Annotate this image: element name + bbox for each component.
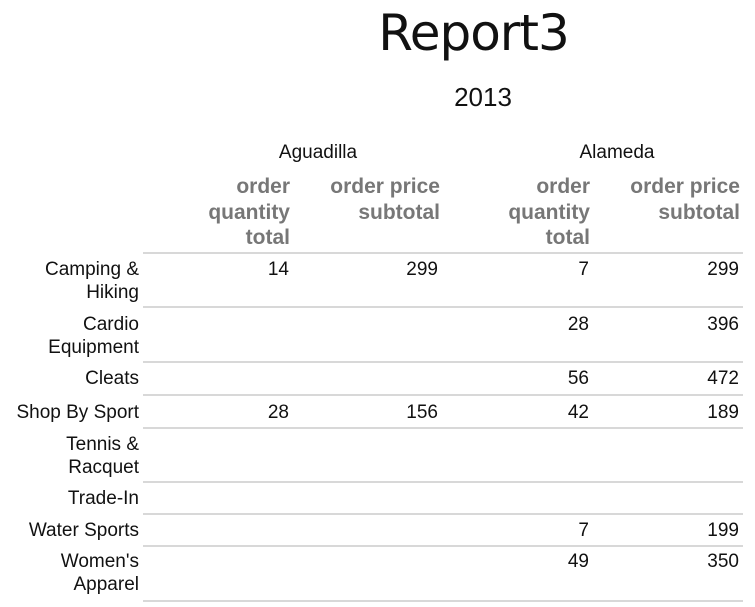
cell-aguadilla-order-quantity-total: 28 xyxy=(267,402,289,423)
row-label: Shop By Sport xyxy=(16,402,139,423)
cell-aguadilla-order-price-subtotal: 299 xyxy=(406,259,438,280)
cell-alameda-order-quantity-total: 49 xyxy=(567,551,589,572)
cell-alameda-order-price-subtotal: 299 xyxy=(707,259,739,280)
header-divider xyxy=(143,252,743,254)
row-divider xyxy=(143,481,743,483)
cell-alameda-order-price-subtotal: 350 xyxy=(707,551,739,572)
row-label: Water Sports xyxy=(28,520,139,541)
cell-alameda-order-price-subtotal: 199 xyxy=(707,520,739,541)
row-divider xyxy=(143,545,743,547)
row-divider xyxy=(143,600,743,602)
cell-alameda-order-quantity-total: 56 xyxy=(567,368,589,389)
cell-aguadilla-order-quantity-total: 14 xyxy=(267,259,289,280)
header-order-quantity-total: order quantity total xyxy=(508,175,590,249)
cell-alameda-order-price-subtotal: 472 xyxy=(707,368,739,389)
report-year: 2013 xyxy=(454,82,512,112)
cell-alameda-order-quantity-total: 42 xyxy=(567,402,589,423)
cell-aguadilla-order-price-subtotal: 156 xyxy=(406,402,438,423)
row-divider xyxy=(143,394,743,396)
row-divider xyxy=(143,306,743,308)
row-label: Women's Apparel xyxy=(60,551,139,595)
row-divider xyxy=(143,427,743,429)
cell-alameda-order-quantity-total: 7 xyxy=(578,520,589,541)
column-group-aguadilla: Aguadilla xyxy=(278,142,358,163)
cell-alameda-order-quantity-total: 7 xyxy=(578,259,589,280)
column-group-alameda: Alameda xyxy=(579,142,655,163)
cell-alameda-order-price-subtotal: 396 xyxy=(707,314,739,335)
row-label: Cardio Equipment xyxy=(48,314,139,358)
header-order-price-subtotal: order price subtotal xyxy=(630,175,740,224)
cell-alameda-order-quantity-total: 28 xyxy=(567,314,589,335)
row-divider xyxy=(143,513,743,515)
header-order-price-subtotal: order price subtotal xyxy=(330,175,440,224)
header-order-quantity-total: order quantity total xyxy=(208,175,290,249)
row-label: Trade-In xyxy=(67,488,139,509)
row-label: Tennis & Racquet xyxy=(66,434,139,478)
row-divider xyxy=(143,361,743,363)
row-label: Cleats xyxy=(85,368,139,389)
cell-alameda-order-price-subtotal: 189 xyxy=(707,402,739,423)
report-title: Report3 xyxy=(378,4,570,62)
row-label: Camping & Hiking xyxy=(45,259,139,303)
